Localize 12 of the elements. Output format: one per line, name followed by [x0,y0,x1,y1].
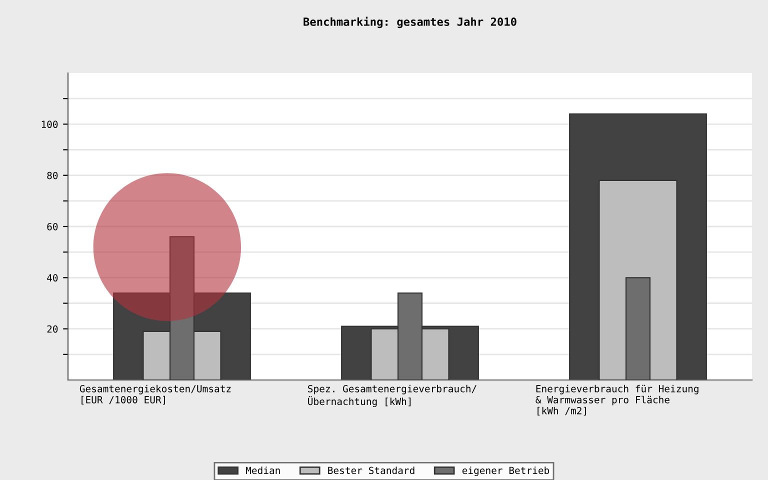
x-tick-label: Gesamtenergiekosten/Umsatz [EUR /1000 EUR] [80,384,231,405]
y-tick-label: 60 [47,223,58,230]
y-tick-label: 100 [42,120,58,128]
x-tick-label: Energieverbrauch für Heizung & Warmwasser pro Fläche [kWh /m2] [536,384,698,416]
legend-label: Bester Standard [328,466,414,474]
y-tick-label: 80 [47,172,58,180]
y-tick-label: 40 [47,274,58,282]
y-tick-label: 20 [47,325,58,333]
x-tick-label: Spez. Gesamtenergieverbrauch/ Übernachtung [kWh] [308,384,476,408]
legend-label: Median [246,466,280,474]
legend-label: eigener Betrieb [462,466,550,476]
chart-title: Benchmarking: gesamtes Jahr 2010 [304,16,516,28]
